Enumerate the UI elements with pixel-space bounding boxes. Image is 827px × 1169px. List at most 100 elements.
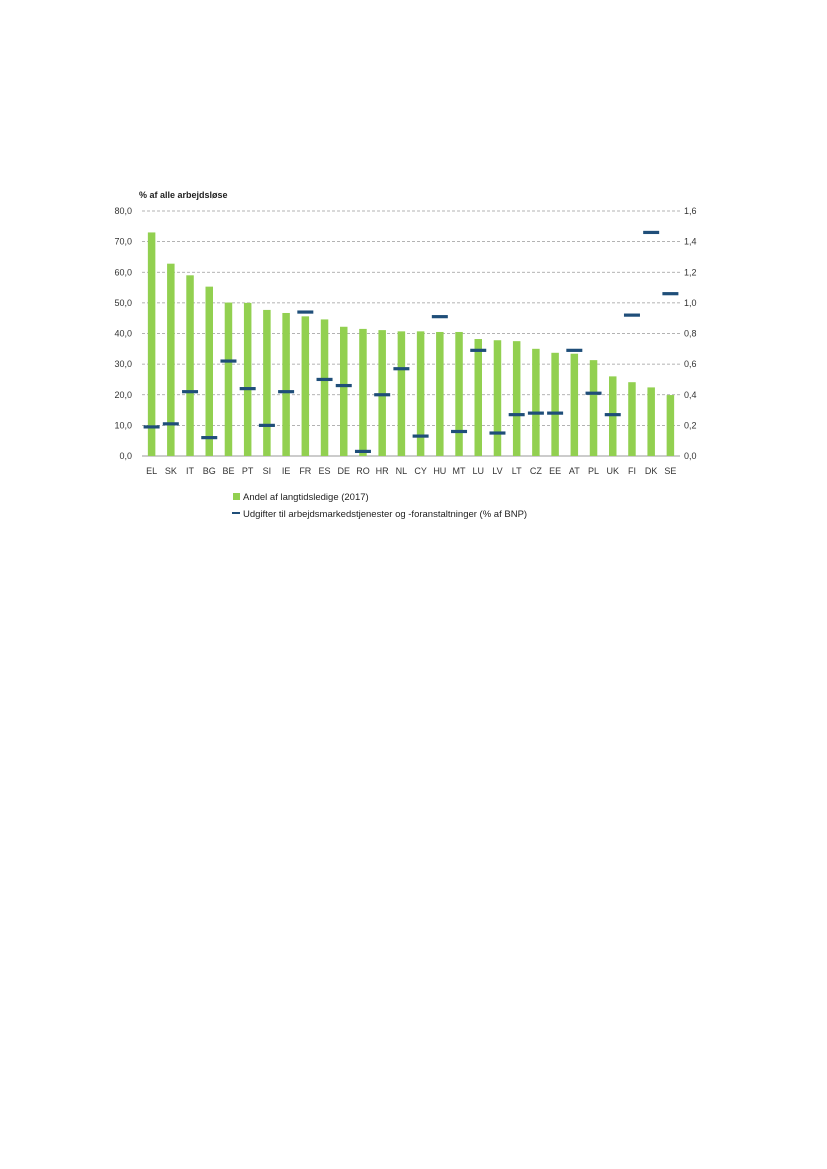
bar-be xyxy=(224,302,233,456)
marker-nl xyxy=(393,367,410,371)
bar-hr xyxy=(378,330,386,456)
combo-chart: % af alle arbejdsløse 0,0 10,0 20,0 30,0 40,… xyxy=(114,190,697,520)
bar-se xyxy=(666,395,675,456)
y-tick-label: 30,0 xyxy=(114,359,132,369)
bar-sk xyxy=(167,263,175,456)
x-axis-ticks: EL SK IT BG BE PT SI IE FR ES DE RO HR NL CY HU MT LU LV LT… xyxy=(146,466,676,476)
bar-series xyxy=(147,232,675,456)
bar-fi xyxy=(628,382,636,456)
x-tick-label: SE xyxy=(664,466,676,476)
x-tick-label: RO xyxy=(356,466,370,476)
chart-container: % af alle arbejdsløse 0,0 10,0 20,0 30,0 40,… xyxy=(0,0,827,560)
x-tick-label: HR xyxy=(376,466,389,476)
marker-cz xyxy=(527,411,544,415)
bar-pl xyxy=(589,360,598,456)
bar-lv xyxy=(493,340,502,456)
x-tick-label: DK xyxy=(645,466,658,476)
x-tick-label: HU xyxy=(433,466,446,476)
x-tick-label: FR xyxy=(299,466,311,476)
bar-es xyxy=(320,319,329,456)
marker-lt xyxy=(508,413,525,417)
x-tick-label: EE xyxy=(549,466,561,476)
x-tick-label: IE xyxy=(282,466,291,476)
x-tick-label: MT xyxy=(453,466,466,476)
y-tick-label: 50,0 xyxy=(114,298,132,308)
x-tick-label: CY xyxy=(414,466,427,476)
y2-tick-label: 0,6 xyxy=(684,359,697,369)
right-axis-ticks: 0,0 0,2 0,4 0,6 0,8 1,0 1,2 1,4 1,6 xyxy=(684,206,697,461)
y2-tick-label: 0,2 xyxy=(684,420,697,430)
marker-dk xyxy=(643,230,660,235)
x-tick-label: LU xyxy=(472,466,484,476)
marker-be xyxy=(220,359,237,363)
bar-bg xyxy=(205,286,213,456)
x-tick-label: PL xyxy=(588,466,599,476)
bar-ro xyxy=(359,328,367,456)
marker-sk xyxy=(162,422,179,426)
y-tick-label: 20,0 xyxy=(114,390,132,400)
bar-ie xyxy=(282,312,290,456)
y-tick-label: 0,0 xyxy=(119,451,132,461)
marker-pt xyxy=(239,387,256,391)
marker-hr xyxy=(374,393,391,397)
gridlines xyxy=(142,210,680,457)
y2-tick-label: 0,8 xyxy=(684,329,697,339)
x-tick-label: DE xyxy=(337,466,350,476)
x-tick-label: PT xyxy=(242,466,254,476)
bar-cy xyxy=(416,331,425,456)
x-tick-label: UK xyxy=(606,466,619,476)
bar-cz xyxy=(532,348,540,456)
marker-it xyxy=(182,390,199,394)
y-tick-label: 60,0 xyxy=(114,267,132,277)
x-tick-label: ES xyxy=(319,466,331,476)
y2-tick-label: 0,0 xyxy=(684,451,697,461)
marker-se xyxy=(662,292,679,296)
x-tick-label: LV xyxy=(492,466,502,476)
marker-lv xyxy=(489,431,506,435)
y2-tick-label: 1,4 xyxy=(684,237,697,247)
marker-fr xyxy=(297,310,314,314)
marker-series xyxy=(143,230,679,454)
marker-es xyxy=(316,377,333,382)
x-tick-label: EL xyxy=(146,466,157,476)
bar-mt xyxy=(455,331,463,456)
bar-hu xyxy=(436,331,444,456)
marker-hu xyxy=(431,315,448,319)
y-tick-label: 70,0 xyxy=(114,237,132,247)
y2-tick-label: 1,6 xyxy=(684,206,697,216)
marker-si xyxy=(258,423,275,427)
marker-ro xyxy=(354,449,371,454)
y2-tick-label: 1,2 xyxy=(684,267,697,277)
marker-el xyxy=(143,425,160,429)
x-tick-label: BE xyxy=(222,466,234,476)
marker-mt xyxy=(451,429,468,434)
bar-at xyxy=(570,353,579,456)
marker-at xyxy=(566,348,583,352)
marker-pl xyxy=(585,391,602,395)
bar-dk xyxy=(647,387,655,456)
bar-fr xyxy=(301,316,310,456)
marker-ie xyxy=(278,390,295,394)
y-tick-label: 10,0 xyxy=(114,420,132,430)
y-tick-label: 40,0 xyxy=(114,329,132,339)
marker-ee xyxy=(547,411,564,415)
marker-lu xyxy=(470,348,487,352)
bar-lt xyxy=(512,341,521,456)
marker-uk xyxy=(604,413,621,417)
legend-swatch-bars xyxy=(233,493,240,500)
x-tick-label: SK xyxy=(165,466,177,476)
marker-de xyxy=(335,383,352,388)
x-tick-label: SI xyxy=(263,466,272,476)
y2-tick-label: 1,0 xyxy=(684,298,697,308)
legend-swatch-markers xyxy=(232,512,240,514)
left-axis-ticks: 0,0 10,0 20,0 30,0 40,0 50,0 60,0 70,0 80,0 xyxy=(114,206,132,461)
bar-pt xyxy=(243,302,252,456)
x-tick-label: CZ xyxy=(530,466,542,476)
marker-bg xyxy=(201,436,218,440)
y-tick-label: 80,0 xyxy=(114,206,132,216)
y2-tick-label: 0,4 xyxy=(684,390,697,400)
x-tick-label: FI xyxy=(628,466,636,476)
x-tick-label: NL xyxy=(396,466,408,476)
marker-fi xyxy=(623,313,640,317)
bar-lu xyxy=(474,339,482,456)
